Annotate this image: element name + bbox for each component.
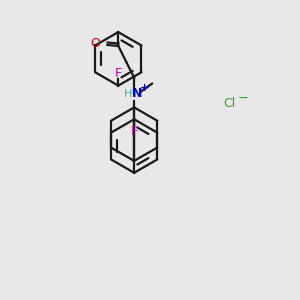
Text: H: H xyxy=(124,88,132,98)
Text: +: + xyxy=(140,82,149,93)
Text: −: − xyxy=(238,92,248,105)
Text: Cl: Cl xyxy=(223,97,236,110)
Text: N: N xyxy=(132,87,142,100)
Text: F: F xyxy=(115,67,122,80)
Text: F: F xyxy=(130,125,138,138)
Text: O: O xyxy=(91,38,100,50)
